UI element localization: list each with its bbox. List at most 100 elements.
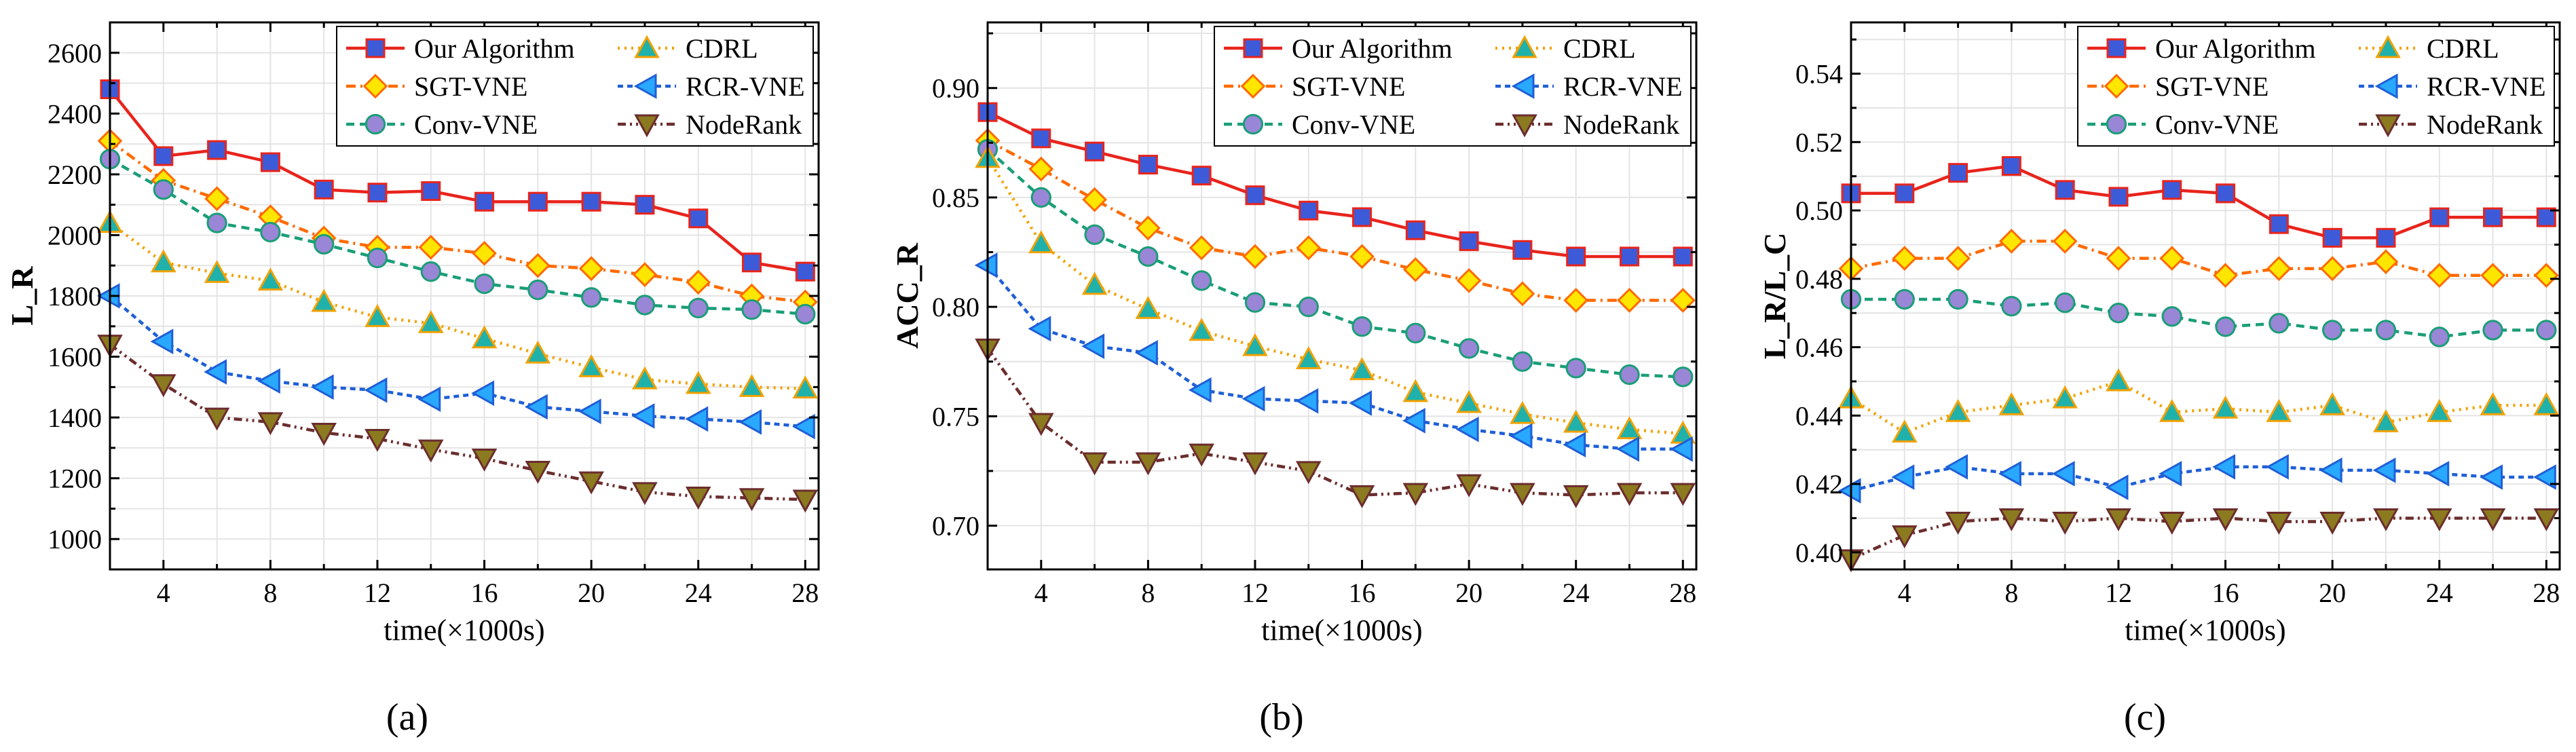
data-point-rcr-vne (1563, 432, 1586, 458)
data-point-conv-vne (2536, 320, 2557, 341)
panel-label-b: (b) (1259, 696, 1303, 738)
data-point-our-algorithm (1031, 128, 1051, 149)
data-point-noderank (2373, 508, 2399, 531)
data-point-rcr-vne (1135, 340, 1158, 366)
data-point-conv-vne (1298, 296, 1319, 318)
data-point-conv-vne (474, 273, 495, 295)
data-point-our-algorithm (260, 152, 280, 172)
y-tick-label: 1600 (48, 342, 102, 373)
data-point-sgt-vne (632, 262, 658, 288)
data-point-conv-vne (1458, 338, 1480, 359)
y-tick-label: 0.44 (1795, 400, 1843, 431)
data-point-our-algorithm (581, 191, 601, 212)
plot-frame (986, 21, 1698, 571)
data-point-our-algorithm (2429, 207, 2450, 227)
data-point-noderank (1456, 474, 1482, 497)
data-point-our-algorithm (2162, 180, 2182, 200)
data-point-our-algorithm (421, 181, 441, 202)
data-point-our-algorithm (474, 191, 495, 212)
data-point-sgt-vne (1242, 244, 1268, 269)
data-point-conv-vne (314, 233, 335, 255)
data-point-noderank (311, 423, 337, 446)
data-point-noderank (792, 489, 819, 513)
y-tick-label: 2200 (48, 159, 102, 190)
data-point-our-algorithm (2055, 180, 2075, 200)
data-point-our-algorithm (1191, 166, 1212, 186)
data-point-our-algorithm (314, 179, 334, 200)
data-point-cdrl (365, 304, 390, 327)
legend-label-cdrl: CDRL (1563, 33, 1636, 64)
data-point-rcr-vne (1242, 386, 1265, 412)
data-point-cdrl (1295, 346, 1322, 369)
data-point-our-algorithm (688, 208, 709, 229)
data-point-conv-vne (2055, 292, 2076, 314)
x-tick-label: 4 (1034, 578, 1048, 608)
data-point-our-algorithm (1299, 200, 1319, 221)
x-tick-label: 4 (157, 578, 170, 608)
legend-label-our-algorithm: Our Algorithm (2155, 33, 2316, 64)
data-point-conv-vne (1894, 288, 1915, 310)
data-point-conv-vne (2269, 313, 2290, 334)
data-point-cdrl (1081, 271, 1108, 295)
legend-label-noderank: NodeRank (1563, 109, 1679, 140)
data-point-conv-vne (367, 247, 388, 269)
legend-box (1214, 26, 1692, 147)
data-point-noderank (1349, 485, 1375, 508)
data-point-our-algorithm (1085, 141, 1105, 162)
data-point-noderank (1242, 452, 1268, 476)
data-point-sgt-vne (472, 240, 497, 266)
data-point-cdrl (1028, 230, 1054, 254)
data-point-noderank (1510, 483, 1535, 506)
data-point-noderank (257, 412, 284, 436)
data-point-rcr-vne (1509, 423, 1533, 449)
data-point-rcr-vne (2319, 457, 2342, 483)
panel-label-c: (c) (2124, 696, 2166, 738)
data-point-rcr-vne (1188, 377, 1212, 403)
data-point-noderank (417, 439, 444, 463)
data-point-rcr-vne (471, 380, 495, 407)
legend-marker-noderank (2375, 114, 2401, 138)
legend-label-conv-vne: Conv-VNE (414, 109, 538, 140)
legend-marker-noderank (634, 114, 660, 138)
data-point-cdrl (471, 325, 498, 349)
data-point-cdrl (1945, 398, 1971, 422)
x-tick-label: 16 (1349, 578, 1376, 608)
data-point-rcr-vne (364, 377, 388, 403)
x-tick-label: 12 (2105, 578, 2132, 608)
data-point-conv-vne (634, 295, 656, 316)
data-point-rcr-vne (310, 374, 334, 400)
data-point-conv-vne (1191, 270, 1212, 291)
data-point-rcr-vne (2426, 461, 2450, 487)
data-point-rcr-vne (150, 328, 174, 354)
data-point-cdrl (2106, 368, 2131, 392)
data-point-cdrl (632, 366, 658, 390)
data-point-sgt-vne (2319, 256, 2345, 282)
data-point-cdrl (792, 375, 819, 399)
legend-marker-rcr-vne (2374, 73, 2398, 99)
data-point-sgt-vne (2213, 263, 2238, 288)
y-tick-label: 1200 (48, 464, 102, 494)
data-point-conv-vne (420, 261, 441, 282)
data-point-sgt-vne (1402, 257, 1428, 282)
y-tick-label: 0.46 (1795, 333, 1843, 363)
data-point-noderank (1998, 508, 2025, 531)
data-point-our-algorithm (367, 183, 388, 203)
y-tick-label: 0.48 (1795, 264, 1843, 295)
data-point-cdrl (2373, 409, 2399, 432)
data-point-noderank (2480, 508, 2506, 531)
x-axis-label: time(×1000s) (1261, 614, 1422, 647)
y-tick-label: 1800 (48, 281, 102, 312)
data-point-sgt-vne (418, 234, 444, 260)
panel-label-a: (a) (386, 696, 428, 738)
data-point-conv-vne (2321, 320, 2343, 341)
data-point-cdrl (1998, 392, 2025, 415)
legend-label-conv-vne: Conv-VNE (1292, 109, 1415, 140)
data-point-sgt-vne (2159, 246, 2185, 271)
data-point-sgt-vne (1136, 215, 1161, 241)
series-group (96, 79, 819, 513)
y-tick-label: 0.42 (1795, 469, 1843, 500)
data-point-cdrl (2212, 395, 2239, 419)
data-point-cdrl (685, 371, 711, 394)
data-point-noderank (1135, 452, 1161, 476)
